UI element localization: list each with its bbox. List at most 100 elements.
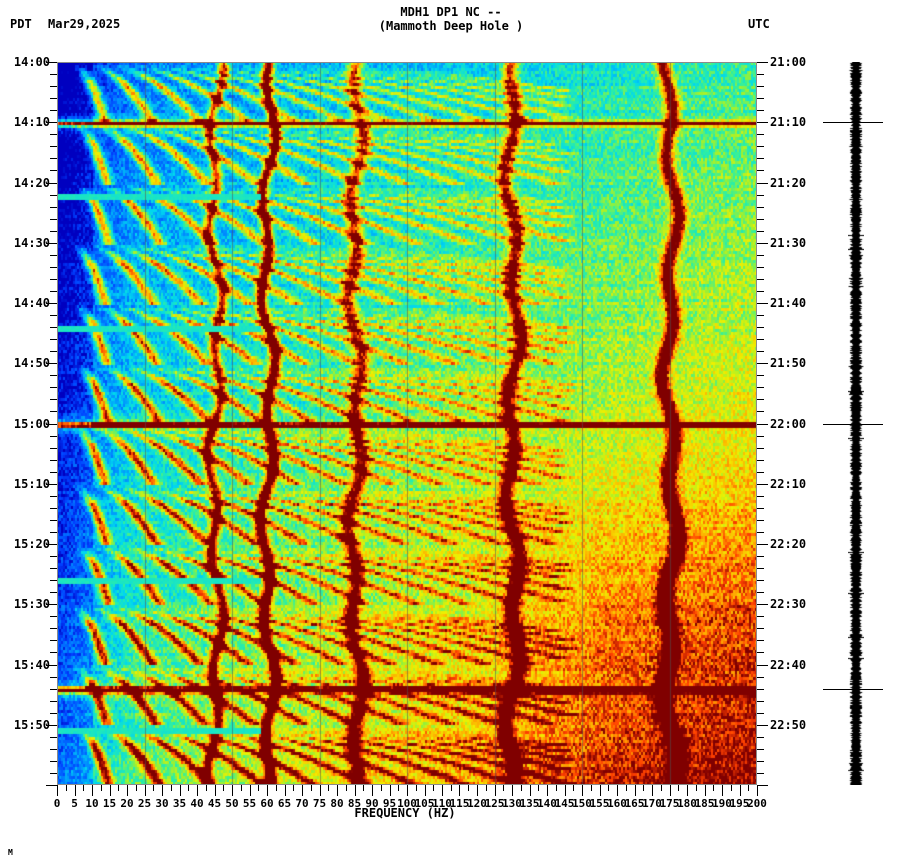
- frequency-label: 55: [242, 797, 257, 810]
- frequency-tick: [188, 785, 189, 791]
- frequency-tick: [556, 785, 557, 791]
- frequency-tick: [416, 785, 417, 791]
- time-tick-left: [46, 424, 57, 425]
- time-tick-left: [50, 315, 57, 316]
- time-tick-left: [46, 363, 57, 364]
- frequency-label: 180: [677, 797, 697, 810]
- time-tick-right: [757, 86, 764, 87]
- frequency-tick: [477, 785, 478, 796]
- time-tick-right: [757, 737, 764, 738]
- time-tick-left: [50, 375, 57, 376]
- time-tick-right: [757, 375, 764, 376]
- time-tick-left: [50, 713, 57, 714]
- time-tick-left: [50, 195, 57, 196]
- time-tick-right: [757, 689, 764, 690]
- frequency-tick: [276, 785, 277, 791]
- frequency-tick: [372, 785, 373, 796]
- frequency-label: 0: [53, 797, 61, 810]
- frequency-tick: [433, 785, 434, 791]
- time-label-pdt: 14:20: [13, 175, 50, 190]
- frequency-label: 160: [607, 797, 627, 810]
- time-tick-left: [50, 387, 57, 388]
- frequency-label: 165: [624, 797, 645, 810]
- frequency-label: 95: [382, 797, 397, 810]
- frequency-label: 105: [414, 797, 435, 810]
- frequency-tick: [705, 785, 706, 796]
- time-label-utc: 21:50: [770, 356, 807, 371]
- frequency-tick: [206, 785, 207, 791]
- time-label-pdt: 15:20: [13, 537, 50, 551]
- frequency-label: 75: [312, 797, 327, 810]
- frequency-tick: [127, 785, 128, 796]
- time-label-pdt: 15:40: [13, 657, 50, 672]
- time-tick-left: [50, 351, 57, 352]
- frequency-tick: [92, 785, 93, 796]
- frequency-tick: [197, 785, 198, 796]
- frequency-tick: [101, 785, 102, 791]
- frequency-tick: [407, 785, 408, 796]
- frequency-tick: [57, 785, 58, 796]
- frequency-label: 40: [190, 797, 204, 810]
- time-tick-left: [50, 761, 57, 762]
- time-label-pdt: 14:00: [13, 55, 50, 69]
- time-tick-right: [757, 496, 764, 497]
- frequency-label: 135: [519, 797, 540, 810]
- frequency-label: 20: [120, 797, 134, 810]
- time-tick-right: [757, 761, 764, 762]
- frequency-tick: [626, 785, 627, 791]
- frequency-tick: [162, 785, 163, 796]
- frequency-label: 50: [225, 797, 239, 810]
- time-tick-left: [50, 749, 57, 750]
- time-tick-left: [50, 496, 57, 497]
- time-tick-right: [757, 279, 764, 280]
- frequency-label: 100: [397, 797, 417, 810]
- frequency-tick: [390, 785, 391, 796]
- frequency-tick: [757, 785, 758, 796]
- time-tick-left: [46, 183, 57, 184]
- time-tick-left: [46, 725, 57, 726]
- frequency-label: 30: [155, 797, 169, 810]
- frequency-label: 170: [642, 797, 662, 810]
- frequency-tick: [285, 785, 286, 796]
- frequency-tick: [267, 785, 268, 796]
- frequency-label: 120: [467, 797, 487, 810]
- time-tick-right: [757, 544, 768, 545]
- seismogram-trace: [848, 62, 864, 785]
- frequency-label: 200: [747, 797, 767, 810]
- frequency-tick: [328, 785, 329, 791]
- time-tick-left: [50, 255, 57, 256]
- time-tick-left: [50, 689, 57, 690]
- time-tick-left: [50, 472, 57, 473]
- time-tick-right: [757, 315, 764, 316]
- time-tick-left: [50, 291, 57, 292]
- frequency-label: 70: [295, 797, 309, 810]
- time-tick-left: [50, 327, 57, 328]
- time-tick-left: [50, 460, 57, 461]
- left-timezone-label: PDT: [10, 17, 32, 31]
- frequency-tick: [573, 785, 574, 791]
- spectrogram-plot[interactable]: [57, 62, 757, 785]
- time-tick-left: [50, 219, 57, 220]
- frequency-tick: [66, 785, 67, 791]
- time-tick-right: [757, 628, 764, 629]
- frequency-label: 190: [712, 797, 732, 810]
- frequency-tick: [110, 785, 111, 796]
- time-tick-right: [757, 508, 764, 509]
- frequency-label: 130: [502, 797, 522, 810]
- time-label-utc: 21:30: [770, 235, 807, 250]
- frequency-label: 10: [85, 797, 99, 810]
- time-label-pdt: 15:30: [13, 597, 50, 612]
- time-tick-right: [757, 556, 764, 557]
- frequency-tick: [302, 785, 303, 796]
- frequency-label: 45: [207, 797, 222, 810]
- frequency-tick: [582, 785, 583, 796]
- time-tick-left: [50, 628, 57, 629]
- frequency-label: 85: [347, 797, 362, 810]
- frequency-tick: [530, 785, 531, 796]
- time-tick-right: [757, 351, 764, 352]
- time-tick-right: [757, 616, 764, 617]
- time-tick-right: [757, 146, 764, 147]
- frequency-tick: [670, 785, 671, 796]
- record-date-label: Mar29,2025: [48, 17, 121, 31]
- frequency-tick: [381, 785, 382, 791]
